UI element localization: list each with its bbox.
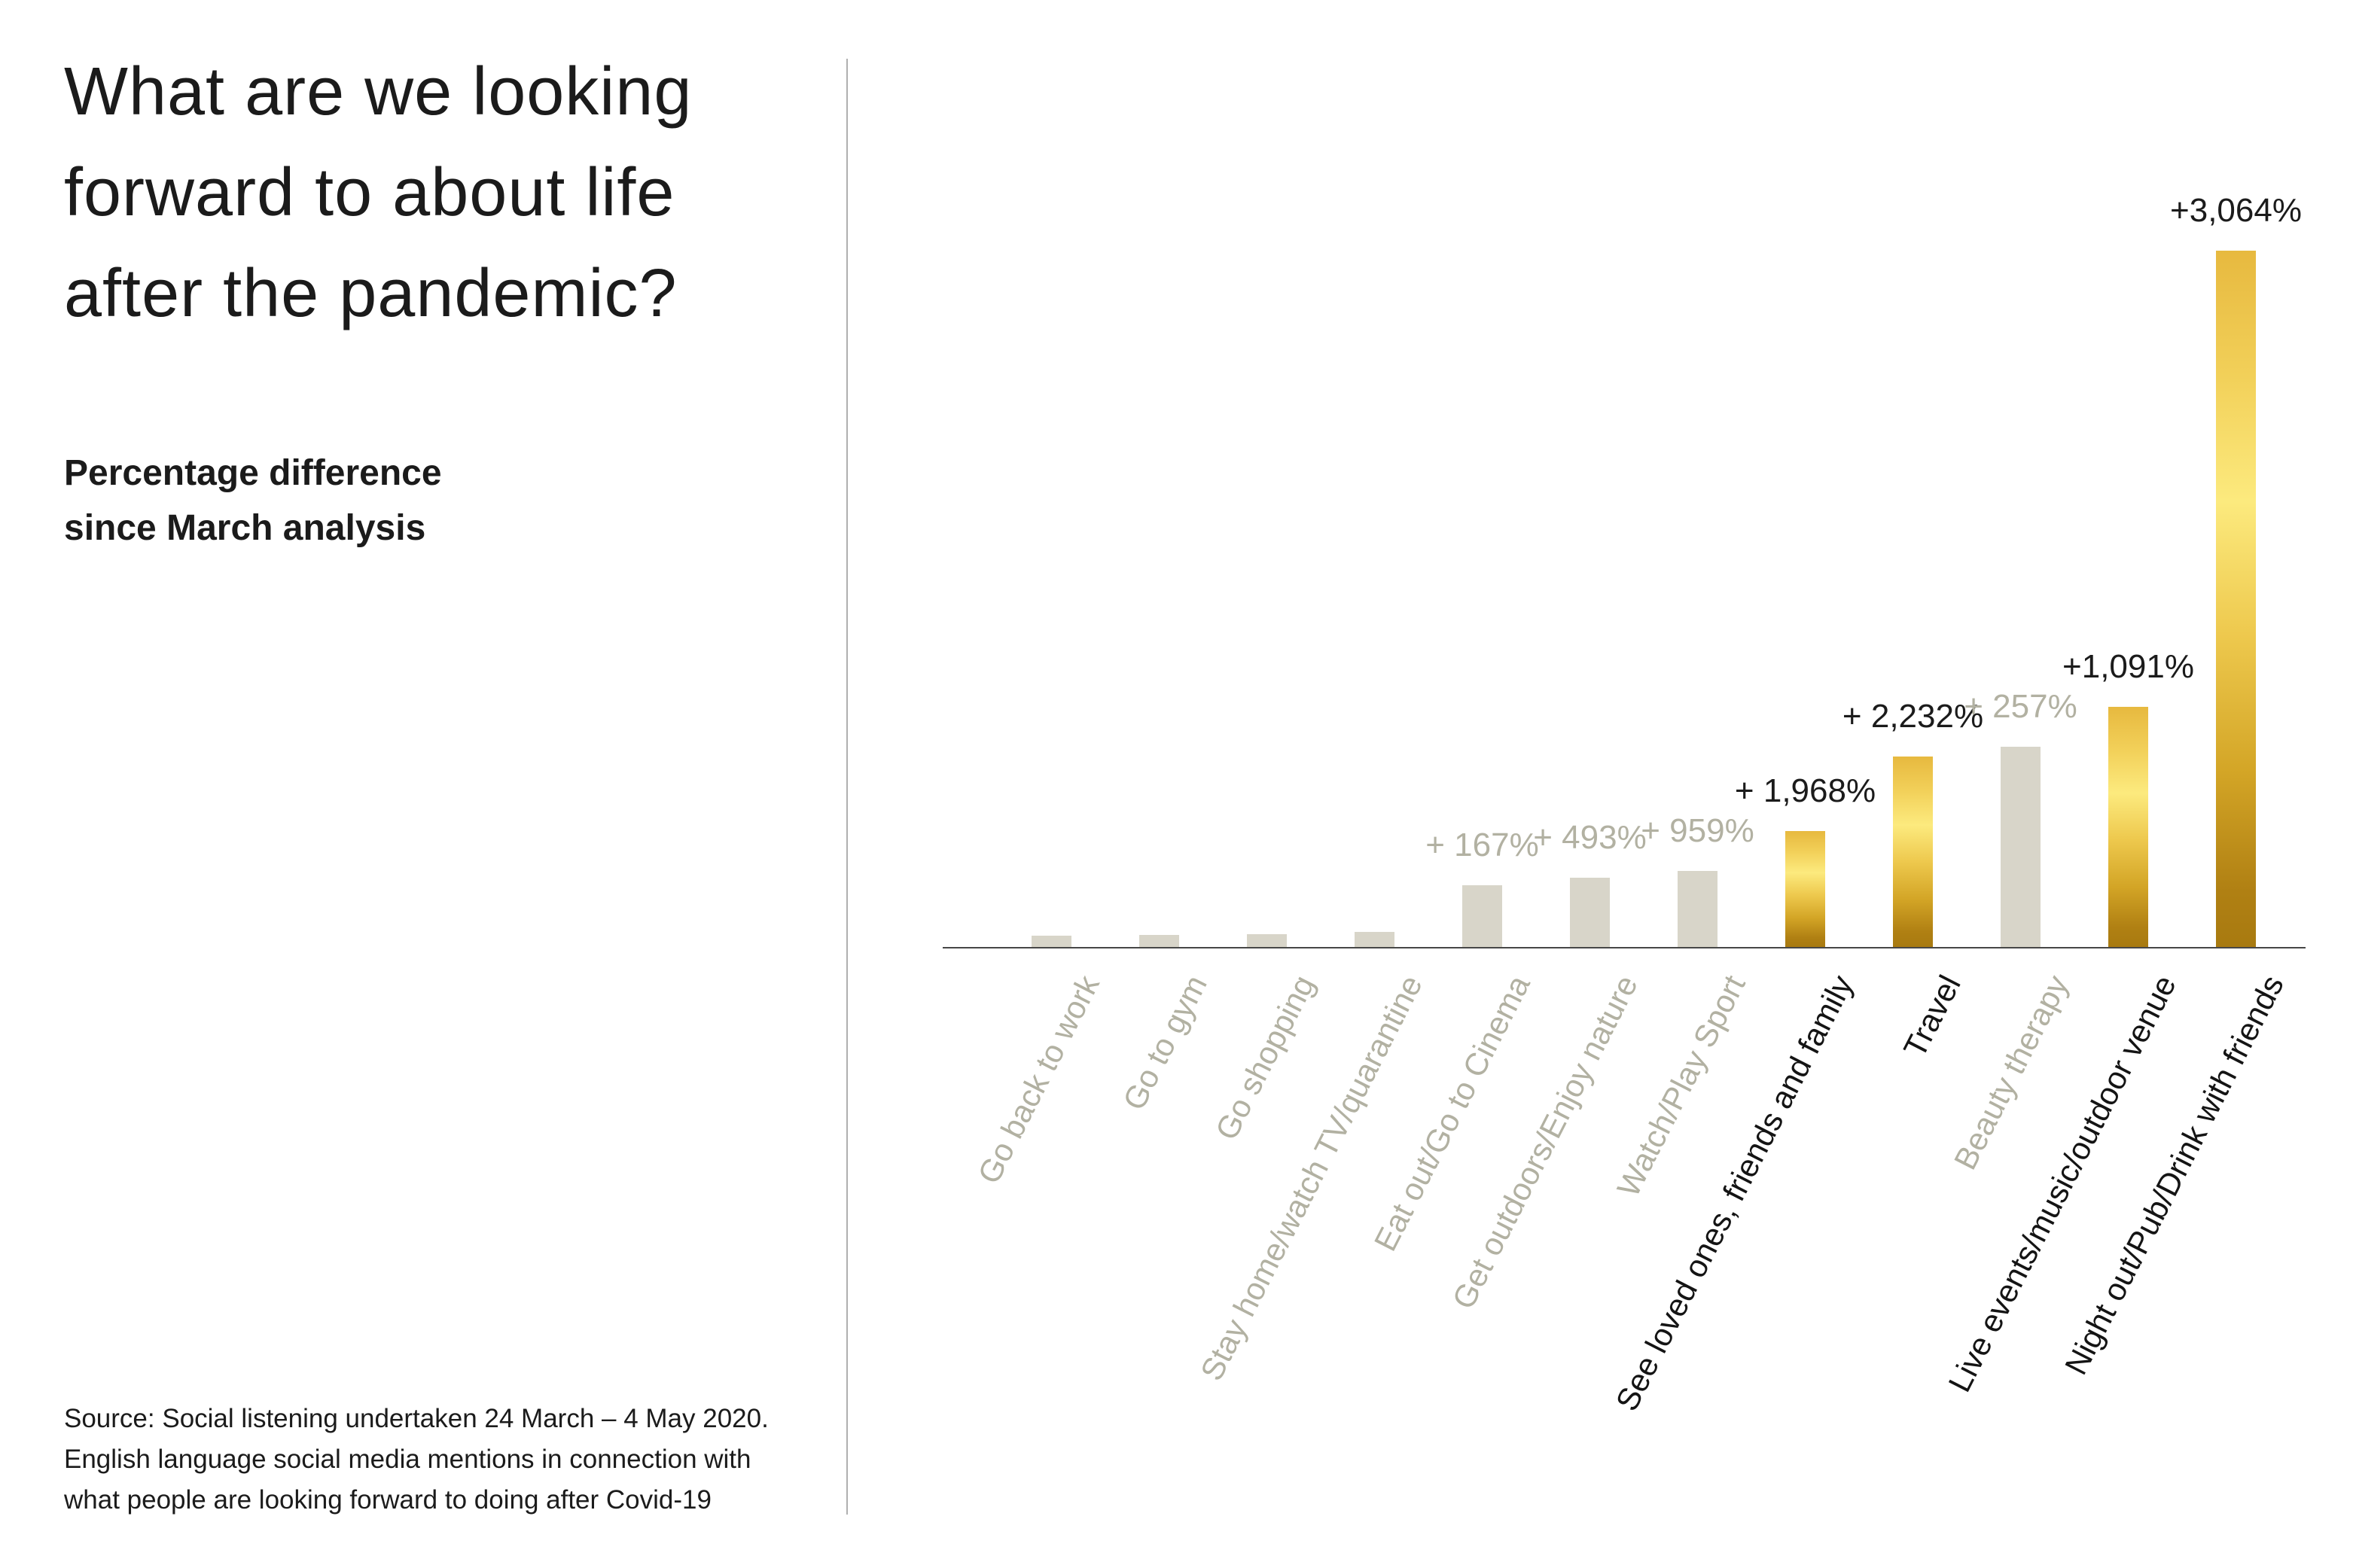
page-title: What are we looking forward to about lif… [64,54,693,331]
bar [1355,932,1394,947]
bar-value-label: + 167% [1425,827,1539,863]
x-axis-line [943,947,2306,948]
bar-category-label: Travel [1896,970,1967,1063]
bar-value-label: + 1,968% [1734,772,1876,809]
bar-value-label: +1,091% [2062,648,2194,685]
bar-category-label: Get outdoors/Enjoy nature [1444,970,1644,1315]
bar [2108,707,2148,947]
bar-value-label: + 493% [1533,819,1647,856]
bar-value-label: +3,064% [2170,192,2302,229]
bar-category-label: Live events/music/outdoor venue [1940,970,2183,1398]
bar-category-label: Go shopping [1208,970,1321,1146]
bar [2216,251,2256,947]
vertical-divider [846,59,848,1515]
bar [1785,831,1825,947]
bar [1462,885,1502,947]
source-note: Source: Social listening undertaken 24 M… [64,1404,769,1515]
bar [1032,936,1071,947]
chart-subtitle: Percentage difference since March analys… [64,453,442,548]
bar [1139,935,1179,947]
bar-value-label: + 2,232% [1842,698,1984,735]
bar-category-label: Night out/Pub/Drink with friends [2057,970,2291,1381]
bar [2001,747,2041,947]
bar [1678,871,1718,947]
bar-category-label: Stay home/watch TV/quarantine [1193,970,1429,1387]
bar [1570,878,1610,947]
bar-category-label: Beauty therapy [1946,970,2075,1176]
bar-category-label: Go back to work [970,970,1106,1189]
bar-value-label: + 959% [1641,812,1754,849]
bar [1893,757,1933,947]
bar-category-label: Go to gym [1115,970,1214,1116]
bar [1247,934,1287,947]
bar-value-label: + 257% [1964,688,2077,725]
